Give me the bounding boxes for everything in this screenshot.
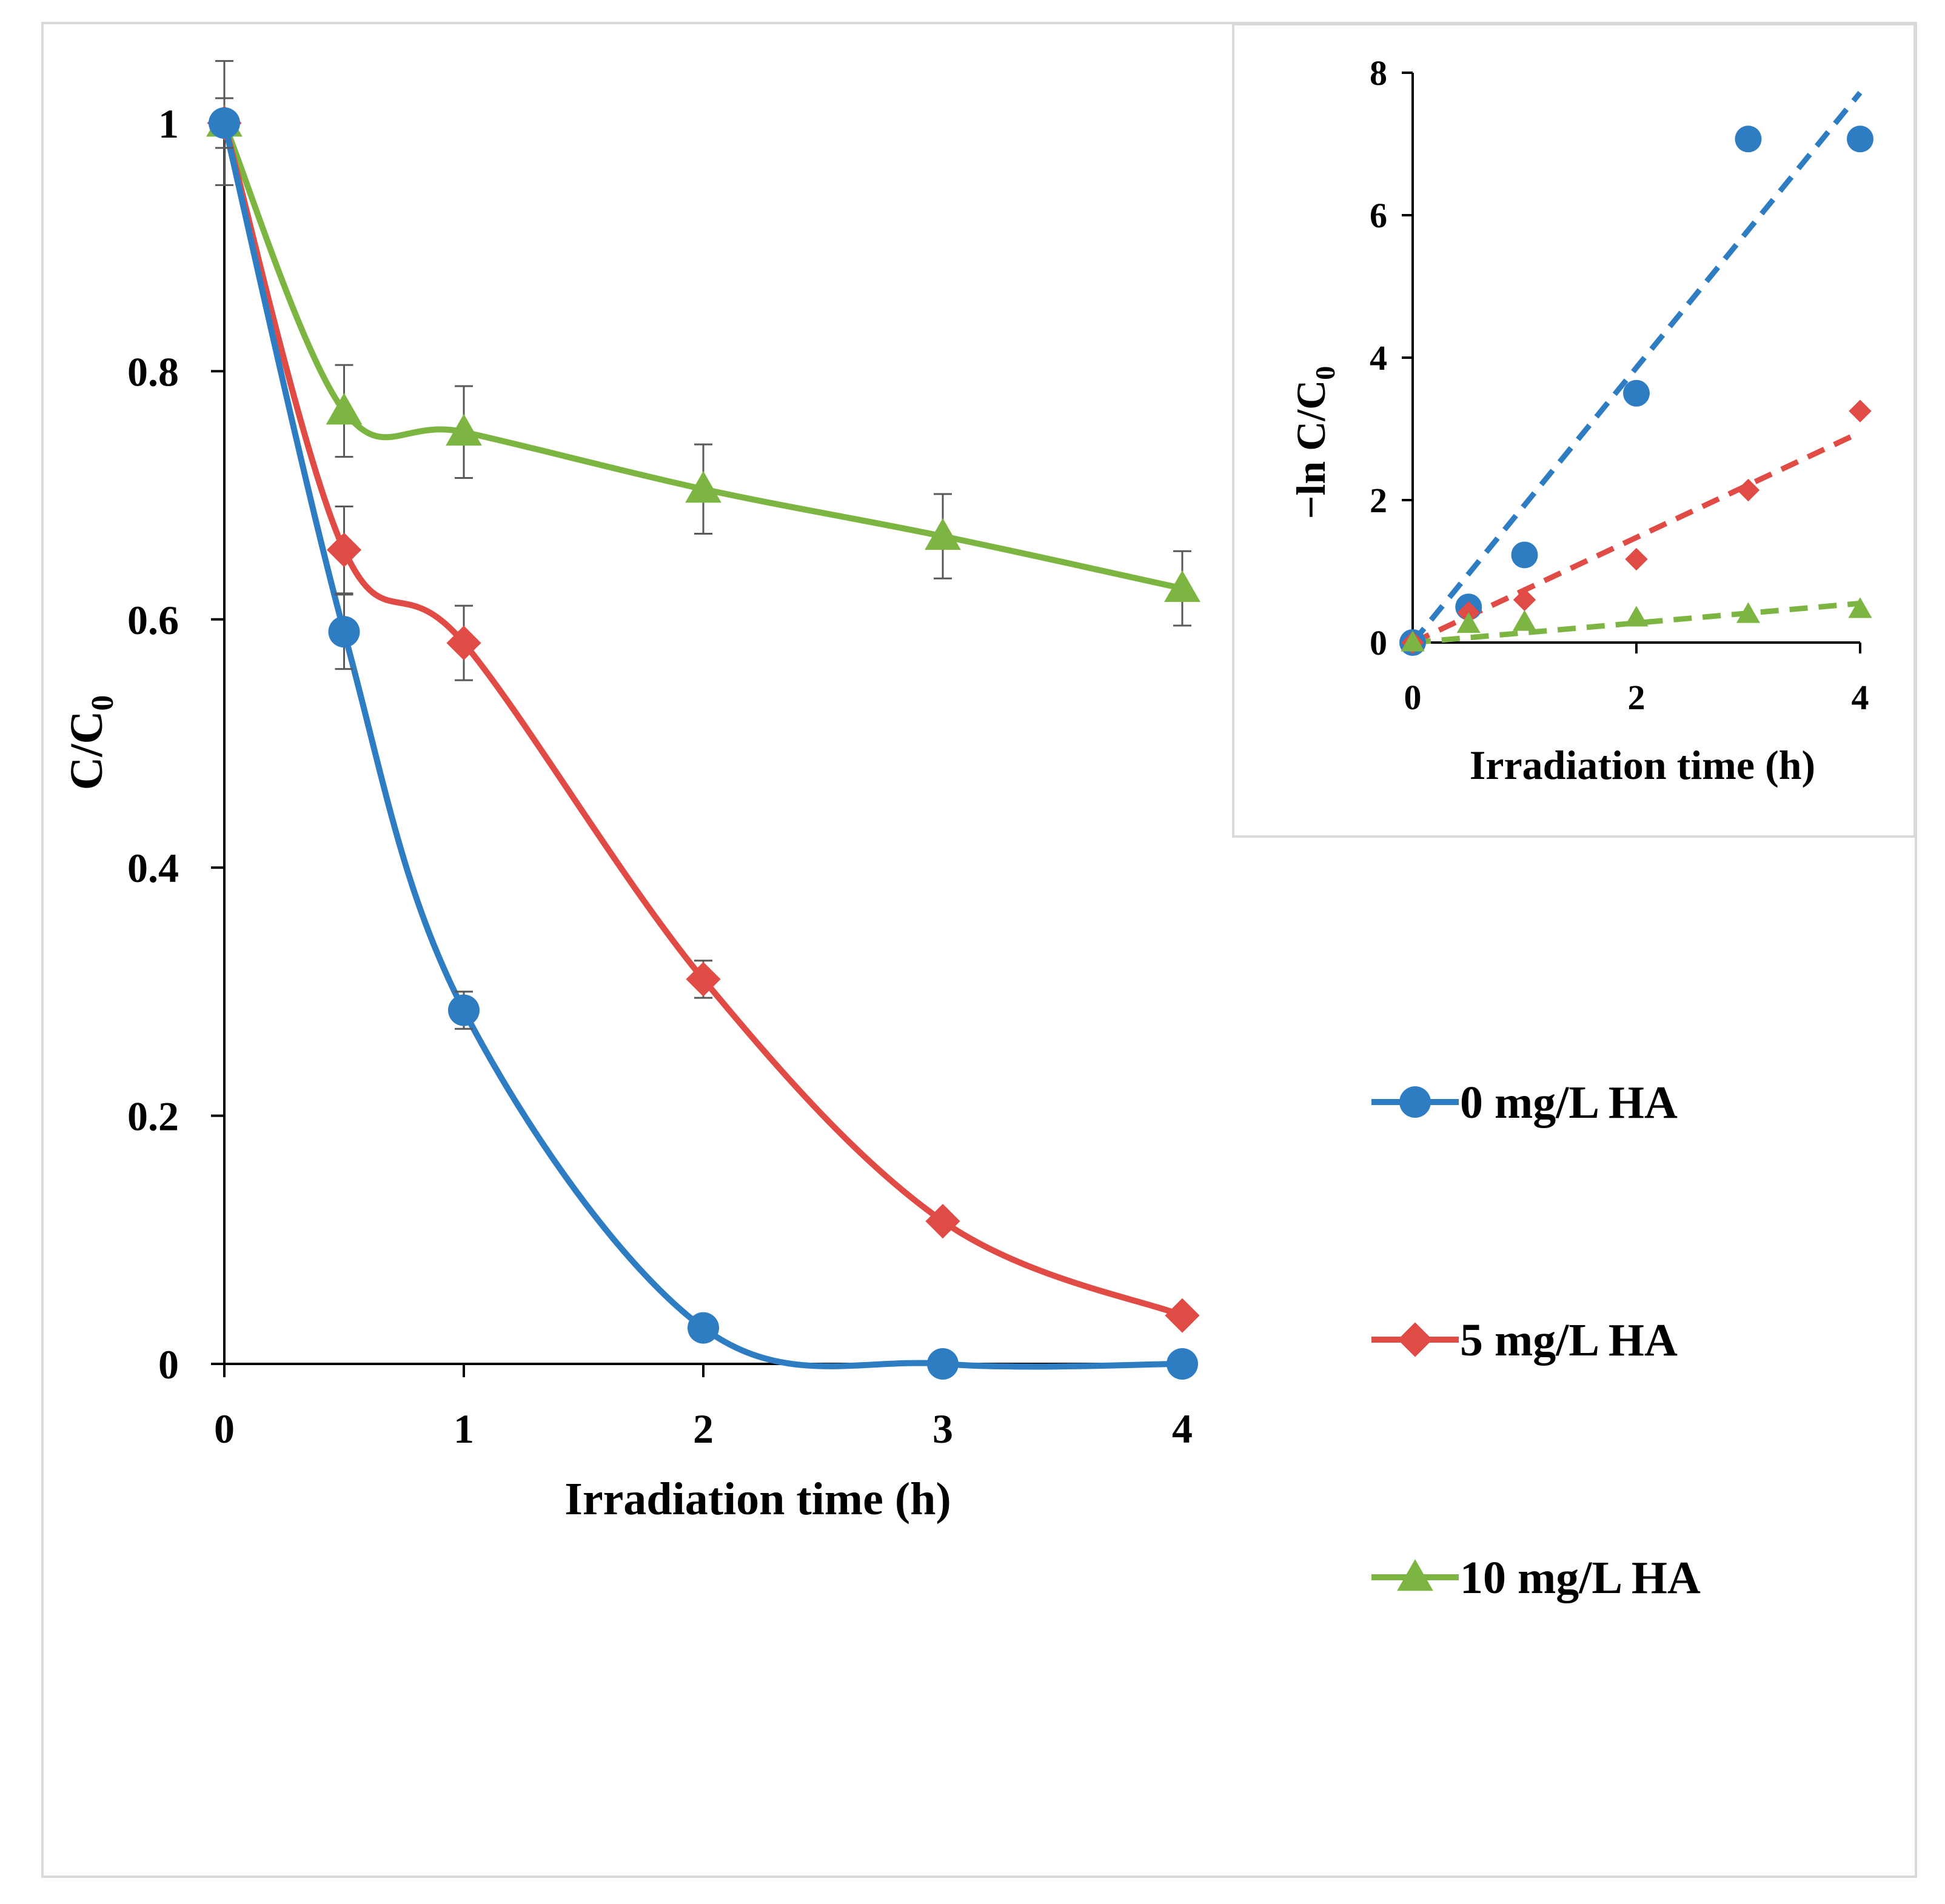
legend-label: 5 mg/L HA (1460, 1315, 1678, 1366)
inset-data-point (1847, 125, 1873, 153)
inset-x-tick-label: 4 (1852, 678, 1869, 717)
y-axis-title-main: C/C (61, 711, 112, 790)
inset-y-axis-title-main: −ln C/C (1288, 380, 1334, 519)
inset-trendline-2 (1412, 600, 1861, 646)
inset-y-tick-label: 2 (1370, 481, 1387, 520)
inset-data-point (1736, 478, 1760, 502)
data-point (446, 626, 481, 661)
y-tick-label: 0.4 (127, 845, 179, 891)
data-point (1167, 1348, 1198, 1380)
inset-data-point (1401, 630, 1425, 652)
data-point (925, 518, 961, 550)
x-tick-label: 3 (932, 1406, 953, 1452)
x-tick-label: 2 (693, 1406, 714, 1452)
inset-y-tick-label: 0 (1370, 623, 1387, 663)
inset-data-point (1849, 399, 1872, 423)
x-axis-title: Irradiation time (h) (564, 1474, 951, 1525)
y-axis-title: C/C0 (61, 695, 120, 790)
x-tick-label: 1 (454, 1406, 474, 1452)
inset-data-point (1511, 541, 1538, 569)
inset-trendline-0 (1410, 91, 1863, 644)
y-axis-title-subscript: 0 (85, 695, 120, 711)
data-point (326, 532, 362, 567)
x-tick-label: 4 (1172, 1406, 1193, 1452)
inset-border (1232, 23, 1916, 838)
inset-data-point (1736, 602, 1761, 623)
legend-item-1: 5 mg/L HA (1371, 1315, 1678, 1366)
data-point (685, 470, 721, 503)
data-point (326, 393, 363, 425)
inset-data-point (1456, 612, 1481, 633)
data-point (328, 616, 360, 648)
inset-y-axis-title-subscript: 0 (1310, 366, 1341, 380)
inset-x-axis-title: Irradiation time (h) (1470, 742, 1815, 788)
inset-data-point (1848, 597, 1872, 618)
inset-y-tick-label: 8 (1370, 53, 1387, 93)
x-tick-label: 0 (214, 1406, 235, 1452)
inset-data-point (1512, 610, 1537, 631)
y-tick-label: 0 (158, 1341, 179, 1388)
inset-data-point (1625, 547, 1648, 571)
inset-data-point (1735, 125, 1762, 153)
data-point (688, 1312, 719, 1344)
inset-data-point (1624, 606, 1649, 627)
data-point (925, 1203, 960, 1239)
inset-data-point (1623, 379, 1650, 407)
data-point (1165, 1298, 1200, 1333)
legend-label: 10 mg/L HA (1460, 1552, 1701, 1603)
legend-marker (1399, 1086, 1431, 1118)
inset-data-point (1513, 588, 1536, 612)
legend-marker (1397, 1559, 1433, 1591)
legend-marker (1398, 1322, 1433, 1357)
data-point (927, 1348, 959, 1380)
inset-trendline-1 (1411, 430, 1861, 646)
data-point (686, 961, 721, 997)
data-point (446, 413, 482, 446)
inset-y-tick-label: 4 (1370, 338, 1387, 378)
data-point (448, 994, 480, 1026)
legend-item-0: 0 mg/L HA (1371, 1077, 1678, 1128)
inset-y-tick-label: 6 (1370, 196, 1387, 235)
legend-item-2: 10 mg/L HA (1371, 1552, 1701, 1603)
legend-label: 0 mg/L HA (1460, 1077, 1678, 1128)
series-line (221, 122, 1183, 592)
data-point (209, 107, 240, 139)
y-tick-label: 0.8 (127, 349, 179, 395)
inset-x-tick-label: 0 (1404, 678, 1422, 717)
series-2 (221, 122, 1183, 592)
y-tick-label: 0.6 (127, 597, 179, 643)
main-chart: 0 0.2 0.4 0.6 0.8 1 0 1 2 3 4 Irradiation time (h) C… (61, 60, 1200, 1525)
inset-y-axis-title: −ln C/C0 (1288, 366, 1341, 519)
y-tick-label: 0.2 (127, 1094, 179, 1140)
y-tick-label: 1 (158, 101, 179, 147)
data-point (1164, 570, 1200, 603)
inset-x-tick-label: 2 (1628, 678, 1645, 717)
legend: 0 mg/L HA 5 mg/L HA 10 mg/L HA (1371, 1077, 1701, 1603)
